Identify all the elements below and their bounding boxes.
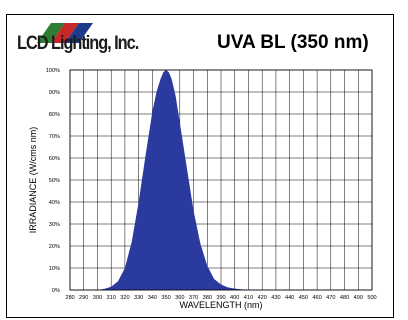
y-tick-label: 0%	[52, 288, 60, 294]
x-tick-label: 430	[271, 295, 280, 301]
y-tick-label: 70%	[49, 134, 60, 140]
y-tick-label: 60%	[49, 156, 60, 162]
y-tick-label: 100%	[46, 68, 60, 74]
y-tick-label: 20%	[49, 244, 60, 250]
x-tick-label: 290	[79, 295, 88, 301]
y-axis-label: IRRADIANCE (W/cms nm)	[28, 127, 38, 234]
x-tick-label: 280	[65, 295, 74, 301]
x-tick-label: 300	[93, 295, 102, 301]
x-tick-label: 350	[161, 295, 170, 301]
x-tick-label: 480	[340, 295, 349, 301]
x-tick-label: 500	[367, 295, 376, 301]
y-tick-label: 90%	[49, 90, 60, 96]
y-tick-label: 30%	[49, 222, 60, 228]
x-tick-label: 490	[354, 295, 363, 301]
y-tick-label: 80%	[49, 112, 60, 118]
x-tick-label: 330	[134, 295, 143, 301]
x-tick-label: 460	[312, 295, 321, 301]
x-axis-label: WAVELENGTH (nm)	[179, 300, 262, 310]
x-tick-label: 320	[120, 295, 129, 301]
x-tick-label: 440	[285, 295, 294, 301]
x-tick-label: 340	[148, 295, 157, 301]
y-tick-label: 50%	[49, 178, 60, 184]
x-tick-label: 470	[326, 295, 335, 301]
y-tick-label: 40%	[49, 200, 60, 206]
x-tick-label: 450	[299, 295, 308, 301]
y-tick-label: 10%	[49, 266, 60, 272]
x-tick-label: 310	[107, 295, 116, 301]
